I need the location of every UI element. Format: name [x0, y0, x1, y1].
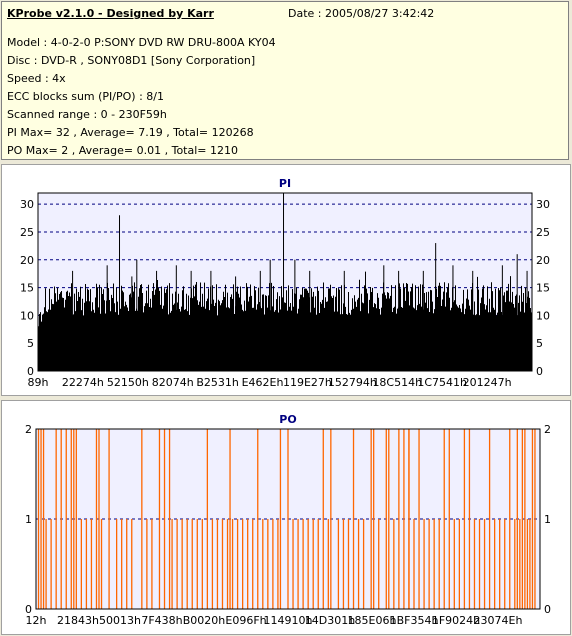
x-tick-label: 18C514h — [372, 376, 422, 389]
y-tick-label-left: 2 — [25, 423, 32, 436]
range-line: Scanned range : 0 - 230F59h — [7, 108, 167, 121]
model-line: Model : 4-0-2-0 P:SONY DVD RW DRU-800A K… — [7, 36, 276, 49]
x-tick-label: 23074Eh — [474, 614, 523, 627]
y-tick-label-left: 25 — [20, 226, 34, 239]
y-tick-label-right: 10 — [536, 309, 550, 322]
y-tick-label-left: 5 — [27, 337, 34, 350]
x-tick-label: 1BF354h — [390, 614, 439, 627]
y-tick-label-right: 0 — [536, 365, 543, 378]
y-tick-label-left: 15 — [20, 282, 34, 295]
pi-chart-panel: PI 0 0 5 5 10 10 15 15 20 20 25 25 30 30 89h 22274h 52150… — [1, 164, 571, 396]
x-tick-label: E462Eh — [242, 376, 284, 389]
x-tick-label: 21843h — [57, 614, 99, 627]
y-tick-label-left: 0 — [27, 365, 34, 378]
x-tick-label: 185E06h — [348, 614, 397, 627]
x-tick-label: 119E27h — [283, 376, 332, 389]
pi-summary-line: PI Max= 32 , Average= 7.19 , Total= 1202… — [7, 126, 254, 139]
y-tick-label-right: 0 — [544, 603, 551, 616]
y-tick-label-left: 10 — [20, 309, 34, 322]
x-tick-label: 114910h — [264, 614, 313, 627]
po-summary-line: PO Max= 2 , Average= 0.01 , Total= 1210 — [7, 144, 238, 157]
ecc-line: ECC blocks sum (PI/PO) : 8/1 — [7, 90, 164, 103]
x-tick-label: 22274h — [62, 376, 104, 389]
x-tick-label: 1F9024h — [432, 614, 480, 627]
scan-date: Date : 2005/08/27 3:42:42 — [288, 7, 435, 20]
y-tick-label-right: 2 — [544, 423, 551, 436]
y-tick-label-right: 15 — [536, 282, 550, 295]
speed-line: Speed : 4x — [7, 72, 66, 85]
x-tick-label: 14D301h — [305, 614, 355, 627]
y-tick-label-left: 20 — [20, 254, 34, 267]
x-tick-label: 89h — [28, 376, 49, 389]
x-tick-label: 201247h — [463, 376, 512, 389]
x-tick-label: 152794h — [328, 376, 377, 389]
plot-border — [37, 192, 533, 372]
y-tick-label-right: 20 — [536, 254, 550, 267]
x-tick-label: B0020h — [183, 614, 226, 627]
y-tick-label-right: 30 — [536, 198, 550, 211]
chart-title: PI — [279, 177, 291, 190]
po-chart: PO 0 0 1 1 2 2 12h 21843h 50013h 7F438h B0020h E096F… — [25, 413, 551, 627]
pi-chart: PI 0 0 5 5 10 10 15 15 20 20 25 25 30 30 89h 22274h 52150… — [20, 177, 550, 389]
y-tick-label-left: 0 — [25, 603, 32, 616]
x-tick-label: 52150h — [107, 376, 149, 389]
x-tick-label: E096Fh — [225, 614, 266, 627]
x-tick-label: 12h — [26, 614, 47, 627]
x-tick-label: 1C7541h — [417, 376, 467, 389]
info-panel: KProbe v2.1.0 - Designed by Karr Date : … — [1, 1, 569, 160]
app-title: KProbe v2.1.0 - Designed by Karr — [7, 7, 214, 20]
x-tick-label: B2531h — [196, 376, 239, 389]
y-tick-label-right: 1 — [544, 513, 551, 526]
plot-border — [35, 428, 541, 610]
y-tick-label-left: 1 — [25, 513, 32, 526]
x-tick-label: 7F438h — [141, 614, 182, 627]
y-tick-label-right: 5 — [536, 337, 543, 350]
disc-line: Disc : DVD-R , SONY08D1 [Sony Corporatio… — [7, 54, 256, 67]
y-tick-label-left: 30 — [20, 198, 34, 211]
x-tick-label: 50013h — [99, 614, 141, 627]
x-tick-label: 82074h — [152, 376, 194, 389]
y-tick-label-right: 25 — [536, 226, 550, 239]
chart-title: PO — [279, 413, 296, 426]
po-chart-panel: PO 0 0 1 1 2 2 12h 21843h 50013h 7F438h B0020h E096F… — [1, 400, 571, 635]
